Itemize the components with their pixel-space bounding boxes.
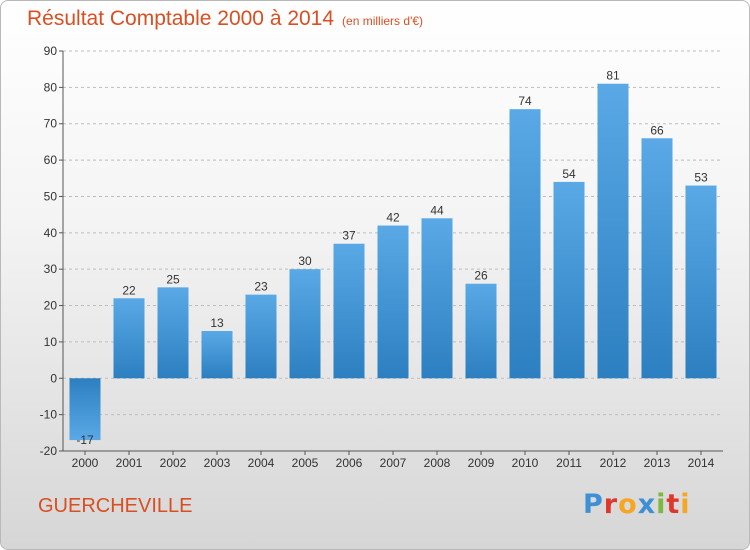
x-tick-label: 2011 (556, 456, 582, 470)
bar (377, 225, 409, 379)
bar (685, 185, 717, 379)
y-tick-label: 90 (44, 44, 58, 58)
x-tick-label: 2004 (248, 456, 275, 470)
logo-letter: x (637, 489, 657, 520)
bar (509, 109, 541, 379)
logo-letter: r (603, 489, 619, 520)
logo-letter: P (583, 489, 604, 520)
x-tick-label: 2009 (468, 456, 495, 470)
bar-value-label: 81 (606, 69, 620, 83)
bar (289, 269, 321, 379)
x-tick-label: 2013 (644, 456, 671, 470)
chart-title-text: Résultat Comptable 2000 à 2014 (27, 7, 335, 30)
bar-value-label: 23 (254, 280, 268, 294)
y-tick-label: -20 (40, 444, 58, 458)
logo-letter: i (656, 489, 667, 520)
y-tick-label: 40 (44, 226, 58, 240)
bar-value-label: -17 (76, 433, 94, 447)
y-tick-label: 70 (44, 117, 58, 131)
bar (245, 294, 277, 379)
chart-title: Résultat Comptable 2000 à 2014 (en millie… (27, 7, 423, 31)
x-tick-label: 2000 (72, 456, 99, 470)
bar (113, 298, 145, 379)
bar-value-label: 37 (342, 229, 356, 243)
bar (333, 243, 365, 379)
bar (597, 83, 629, 379)
x-tick-label: 2003 (204, 456, 231, 470)
bar-value-label: 26 (474, 269, 488, 283)
bar (641, 138, 673, 379)
bar (465, 283, 497, 379)
y-tick-label: 20 (44, 299, 58, 313)
bar-value-label: 54 (562, 167, 576, 181)
y-tick-label: 50 (44, 189, 58, 203)
chart-subtitle: (en milliers d'€) (342, 14, 424, 28)
x-tick-label: 2006 (336, 456, 363, 470)
bar-value-label: 53 (694, 171, 708, 185)
x-tick-label: 2010 (512, 456, 539, 470)
bar-value-label: 42 (386, 211, 400, 225)
bar-value-label: 44 (430, 203, 444, 217)
commune-name: GUERCHEVILLE (38, 495, 193, 517)
bar (201, 331, 233, 379)
y-tick-label: 10 (44, 335, 58, 349)
y-tick-label: -10 (40, 408, 58, 422)
logo-letter: t (666, 489, 681, 520)
bar (553, 181, 585, 379)
bar-value-label: 74 (518, 94, 532, 108)
x-tick-label: 2014 (688, 456, 715, 470)
logo-letter: o (618, 489, 638, 520)
bar (69, 378, 101, 441)
bar (157, 287, 189, 379)
bar (421, 218, 453, 379)
x-tick-label: 2005 (292, 456, 319, 470)
logo-letter: i (680, 489, 691, 520)
y-tick-label: 30 (44, 262, 58, 276)
y-tick-label: 60 (44, 153, 58, 167)
x-tick-label: 2008 (424, 456, 451, 470)
y-tick-label: 0 (50, 371, 57, 385)
x-tick-label: 2002 (160, 456, 187, 470)
bar-value-label: 22 (122, 283, 136, 297)
bar-value-label: 13 (210, 316, 224, 330)
bar-value-label: 30 (298, 254, 312, 268)
bar-value-label: 25 (166, 272, 180, 286)
proxiti-logo: Proxiti (583, 489, 691, 520)
bar-value-label: 66 (650, 123, 664, 137)
x-tick-label: 2001 (116, 456, 143, 470)
x-tick-label: 2012 (600, 456, 627, 470)
x-tick-label: 2007 (380, 456, 407, 470)
y-tick-label: 80 (44, 80, 58, 94)
